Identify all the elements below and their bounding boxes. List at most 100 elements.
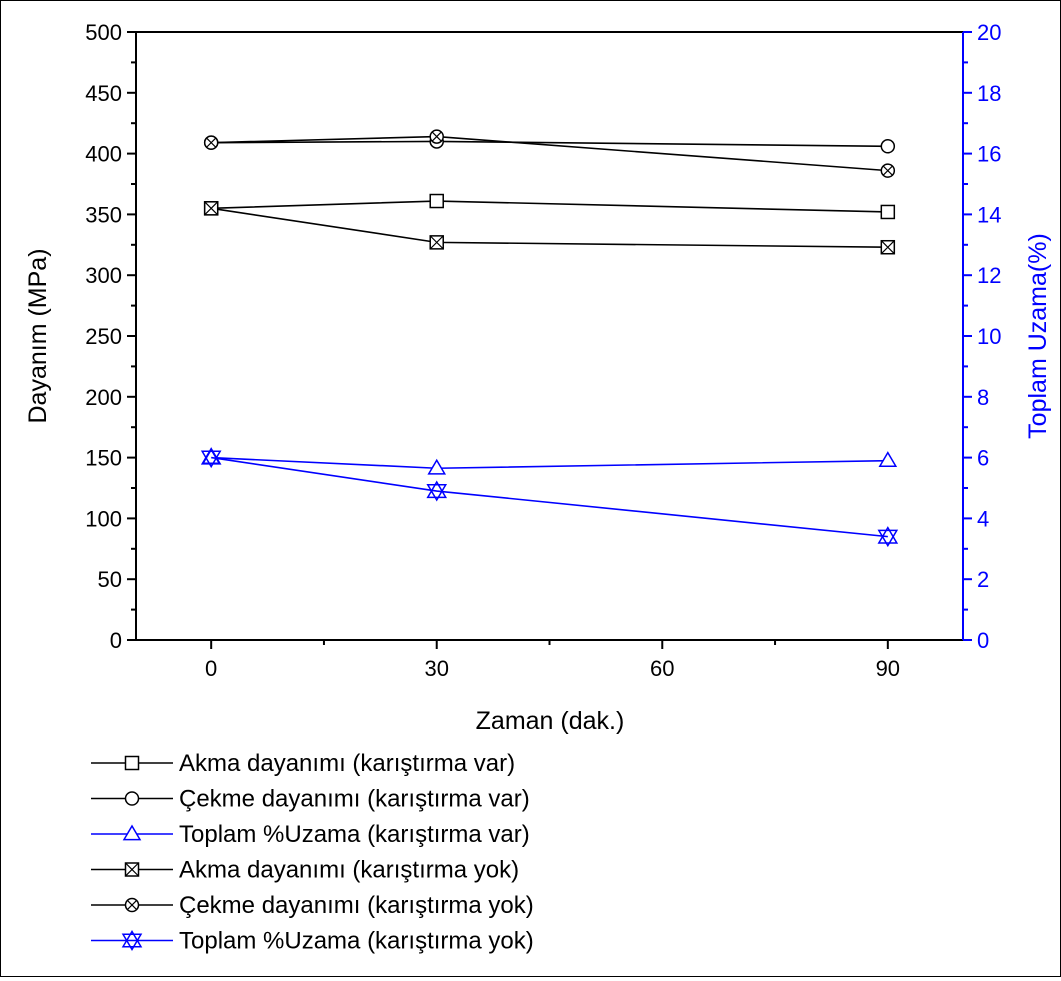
marker-triangle-up bbox=[877, 526, 899, 544]
series-line bbox=[211, 200, 888, 213]
y-tick-label: 50 bbox=[98, 567, 122, 592]
legend-label: Toplam %Uzama (karıştırma yok) bbox=[179, 928, 534, 955]
marker-cross bbox=[206, 137, 217, 148]
legend-item-3: Toplam %Uzama (karıştırma var) bbox=[91, 821, 530, 848]
x-axis: 0 30 60 90 bbox=[136, 639, 963, 681]
marker-triangle-up bbox=[426, 480, 448, 499]
legend-item-1: Akma dayanımı (karıştırma var) bbox=[91, 750, 515, 777]
y2-tick-label: 18 bbox=[977, 81, 1001, 106]
y-tick-label: 200 bbox=[85, 385, 122, 410]
marker-triangle-down bbox=[877, 529, 899, 548]
y-axis-left-title: Dayanım (MPa) bbox=[24, 248, 52, 423]
data-point bbox=[429, 235, 444, 250]
legend-marker bbox=[124, 755, 140, 771]
y-tick-label: 250 bbox=[85, 324, 122, 349]
y2-tick-label: 4 bbox=[977, 506, 989, 531]
y2-tick-label: 0 bbox=[977, 628, 989, 653]
y2-tick-label: 6 bbox=[977, 446, 989, 471]
y-tick-label: 300 bbox=[85, 263, 122, 288]
y-tick-label: 150 bbox=[85, 446, 122, 471]
marker-triangle-down bbox=[426, 483, 448, 502]
marker-triangle-up bbox=[200, 447, 222, 465]
marker-triangle-down bbox=[200, 450, 222, 469]
data-point bbox=[877, 526, 899, 548]
legend-marker bbox=[121, 930, 143, 951]
y-axis-left: 0 50 100 150 200 250 300 350 400 450 500 bbox=[85, 20, 137, 653]
legend-item-4: Akma dayanımı (karıştırma yok) bbox=[91, 857, 519, 884]
x-axis-title: Zaman (dak.) bbox=[476, 707, 625, 735]
x-tick-label: 90 bbox=[876, 656, 900, 681]
legend-item-2: Çekme dayanımı (karıştırma var) bbox=[91, 786, 530, 813]
data-point bbox=[427, 458, 447, 475]
series-4 bbox=[203, 201, 896, 255]
legend-marker bbox=[124, 791, 140, 806]
data-point bbox=[880, 139, 896, 154]
legend-label: Toplam %Uzama (karıştırma var) bbox=[179, 821, 530, 848]
legend-label: Çekme dayanımı (karıştırma var) bbox=[179, 786, 530, 813]
data-point bbox=[880, 239, 896, 255]
series-3 bbox=[201, 448, 898, 475]
y2-tick-label: 16 bbox=[977, 142, 1001, 167]
y2-tick-label: 14 bbox=[977, 202, 1001, 227]
legend-marker bbox=[122, 824, 142, 841]
y-tick-label: 350 bbox=[85, 202, 122, 227]
y2-tick-label: 20 bbox=[977, 20, 1001, 45]
y2-tick-label: 10 bbox=[977, 324, 1001, 349]
marker-triangle bbox=[427, 458, 447, 475]
marker-cross bbox=[882, 165, 893, 176]
x-tick-label: 30 bbox=[424, 656, 448, 681]
series-line bbox=[211, 456, 888, 470]
series-line bbox=[211, 456, 888, 538]
y-tick-label: 450 bbox=[85, 81, 122, 106]
data-point bbox=[203, 201, 219, 216]
marker-triangle bbox=[122, 824, 142, 841]
x-tick-label: 0 bbox=[205, 656, 217, 681]
series-6 bbox=[200, 447, 899, 548]
marker-cross bbox=[204, 201, 219, 216]
legend-label: Çekme dayanımı (karıştırma yok) bbox=[179, 892, 534, 919]
marker-circle bbox=[880, 139, 896, 154]
legend-item-6: Toplam %Uzama (karıştırma yok) bbox=[91, 928, 534, 955]
y2-tick-label: 8 bbox=[977, 385, 989, 410]
marker-square bbox=[429, 193, 444, 209]
series-5 bbox=[203, 129, 896, 178]
legend: Akma dayanımı (karıştırma var) Çekme daya… bbox=[91, 750, 534, 955]
y-tick-label: 100 bbox=[85, 506, 122, 531]
marker-cross bbox=[880, 240, 895, 255]
data-point bbox=[880, 204, 896, 220]
marker-triangle-up bbox=[121, 930, 143, 948]
data-point bbox=[200, 447, 222, 469]
legend-marker bbox=[124, 897, 140, 913]
marker-triangle-down bbox=[121, 933, 143, 951]
series-line bbox=[211, 207, 888, 249]
data-point bbox=[203, 135, 219, 150]
legend-label: Akma dayanımı (karıştırma yok) bbox=[179, 857, 519, 884]
x-tick-label: 60 bbox=[650, 656, 674, 681]
y-tick-label: 500 bbox=[85, 20, 122, 45]
marker-triangle bbox=[878, 451, 898, 467]
data-point bbox=[878, 451, 898, 467]
data-point bbox=[429, 129, 444, 144]
marker-cross bbox=[429, 235, 444, 250]
series-layer bbox=[200, 129, 899, 548]
y2-tick-label: 2 bbox=[977, 567, 989, 592]
y-tick-label: 400 bbox=[85, 142, 122, 167]
legend-marker bbox=[124, 862, 140, 877]
data-point bbox=[426, 480, 448, 502]
series-2 bbox=[203, 134, 896, 154]
y-tick-label: 0 bbox=[110, 628, 122, 653]
marker-circle bbox=[124, 791, 140, 806]
data-point bbox=[429, 193, 444, 209]
marker-square bbox=[124, 755, 140, 771]
marker-cross bbox=[431, 131, 442, 142]
marker-cross bbox=[126, 899, 138, 911]
series-1 bbox=[203, 193, 896, 220]
legend-item-5: Çekme dayanımı (karıştırma yok) bbox=[91, 892, 534, 919]
marker-cross bbox=[125, 862, 139, 877]
y-axis-right-title: Toplam Uzama(%) bbox=[1024, 233, 1052, 439]
y-axis-right: 0 2 4 6 8 10 12 14 16 18 20 bbox=[962, 20, 1001, 653]
legend-label: Akma dayanımı (karıştırma var) bbox=[179, 750, 515, 777]
marker-square bbox=[880, 204, 896, 220]
